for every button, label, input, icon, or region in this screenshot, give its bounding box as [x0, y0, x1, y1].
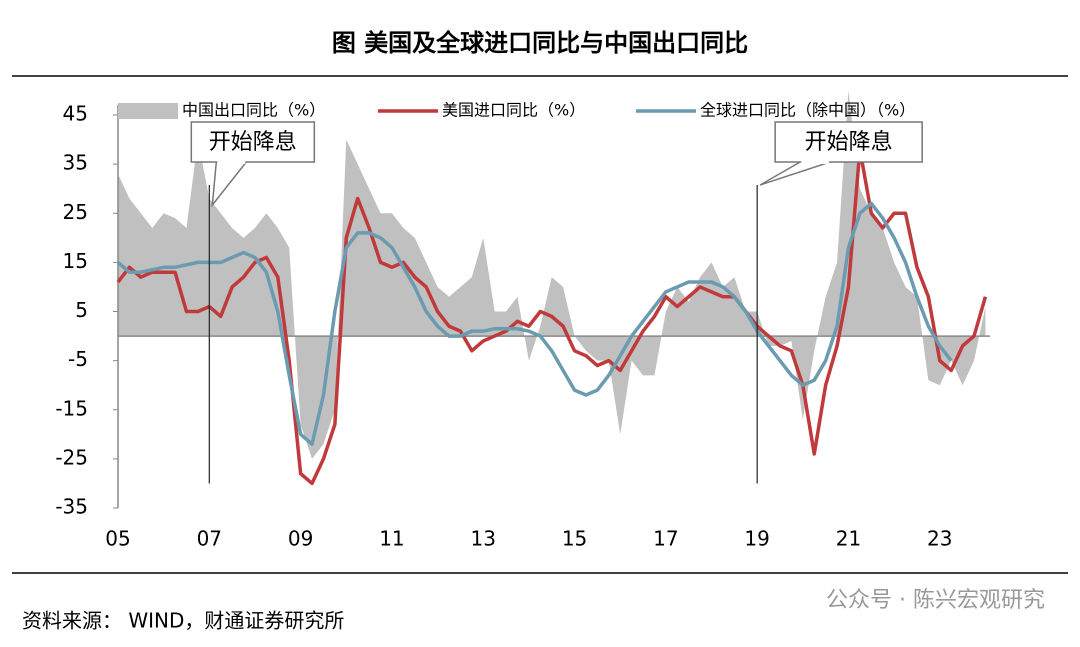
y-tick-label: -15 — [55, 396, 88, 420]
x-tick-label: 15 — [562, 527, 587, 551]
x-tick-label: 09 — [288, 527, 313, 551]
x-tick-label: 05 — [105, 527, 130, 551]
annotation-text: 开始降息 — [209, 130, 297, 155]
legend-swatch — [118, 103, 178, 119]
legend-label: 全球进口同比（除中国）（%） — [700, 101, 915, 120]
area — [118, 90, 986, 459]
y-tick-label: -25 — [55, 445, 88, 469]
y-tick-label: 15 — [63, 249, 88, 273]
callout-box — [774, 121, 923, 163]
x-tick-label: 13 — [471, 527, 496, 551]
callout-pointer — [211, 161, 248, 208]
legend-label: 美国进口同比（%） — [442, 101, 585, 120]
y-tick-label: 25 — [63, 200, 88, 224]
y-tick-label: 5 — [75, 298, 88, 322]
callout-pointer — [759, 161, 831, 186]
annotation-text: 开始降息 — [805, 130, 893, 155]
watermark: 公众号 · 陈兴宏观研究 — [826, 588, 1045, 613]
y-tick-label: -35 — [55, 495, 88, 519]
callout-cover — [217, 160, 246, 164]
line — [116, 201, 953, 446]
callout-cover — [801, 160, 830, 164]
legend-label: 中国出口同比（%） — [182, 101, 325, 120]
y-tick-label: -5 — [68, 347, 88, 371]
y-tick-label: 45 — [63, 102, 88, 126]
line — [116, 147, 988, 486]
x-tick-label: 07 — [197, 527, 222, 551]
callout-box — [190, 121, 316, 163]
x-tick-label: 23 — [927, 527, 952, 551]
x-tick-label: 17 — [653, 527, 678, 551]
x-tick-label: 21 — [836, 527, 861, 551]
source: 资料来源： WIND，财通证券研究所 — [22, 609, 344, 633]
x-tick-label: 11 — [379, 527, 404, 551]
x-tick-label: 19 — [744, 527, 769, 551]
chart-title: 图 美国及全球进口同比与中国出口同比 — [332, 29, 748, 57]
y-tick-label: 35 — [63, 151, 88, 175]
